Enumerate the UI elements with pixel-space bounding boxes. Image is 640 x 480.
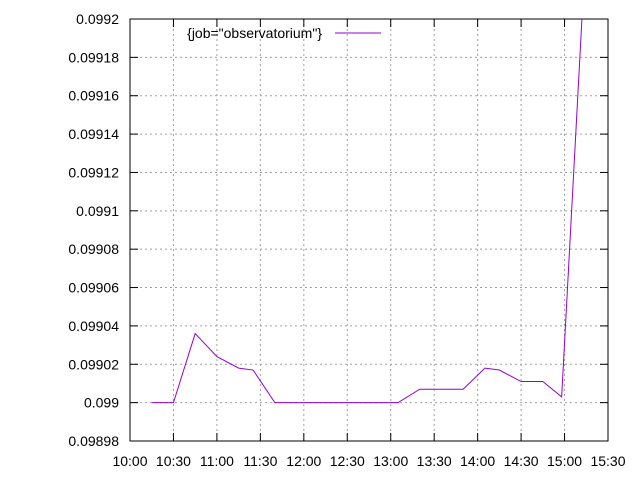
y-tick-label: 0.0992: [76, 11, 119, 27]
y-tick-label: 0.099: [84, 395, 119, 411]
plot-border: [129, 18, 609, 442]
x-tick-label: 10:00: [112, 453, 147, 469]
x-tick-label: 10:30: [156, 453, 191, 469]
axes: [129, 18, 609, 442]
x-tick-label: 12:00: [286, 453, 321, 469]
series-line: [151, 18, 583, 404]
y-tick-label: 0.0991: [76, 203, 119, 219]
y-tick-label: 0.09904: [68, 318, 119, 334]
x-tick-label: 13:30: [417, 453, 452, 469]
x-tick-label: 15:00: [547, 453, 582, 469]
x-tick-label: 11:30: [243, 453, 277, 469]
x-tick-label: 12:30: [330, 453, 365, 469]
series-layer: [151, 18, 583, 404]
y-tick-label: 0.09912: [68, 164, 119, 180]
y-tick-label: 0.09902: [68, 356, 119, 372]
y-tick-label: 0.09906: [68, 280, 119, 296]
x-tick-label: 14:30: [504, 453, 539, 469]
y-tick-label: 0.09914: [68, 126, 119, 142]
legend-label: {job="observatorium"}: [187, 25, 322, 41]
grid-lines: [130, 19, 608, 441]
x-tick-label: 15:30: [590, 453, 625, 469]
x-tick-label: 11:00: [200, 453, 234, 469]
y-tick-label: 0.09918: [68, 49, 119, 65]
x-tick-labels: 10:00 10:30 11:00 11:30 12:00 12:30 13:00 13:30…: [112, 453, 625, 469]
legend: {job="observatorium"}: [187, 25, 381, 41]
y-tick-label: 0.09908: [68, 241, 119, 257]
x-tick-label: 14:00: [460, 453, 495, 469]
y-tick-label: 0.09916: [68, 88, 119, 104]
y-tick-label: 0.09898: [68, 433, 119, 449]
y-tick-labels: 0.09898 0.099 0.09902 0.09904 0.09906 0.09908…: [68, 11, 119, 449]
x-tick-label: 13:00: [373, 453, 408, 469]
